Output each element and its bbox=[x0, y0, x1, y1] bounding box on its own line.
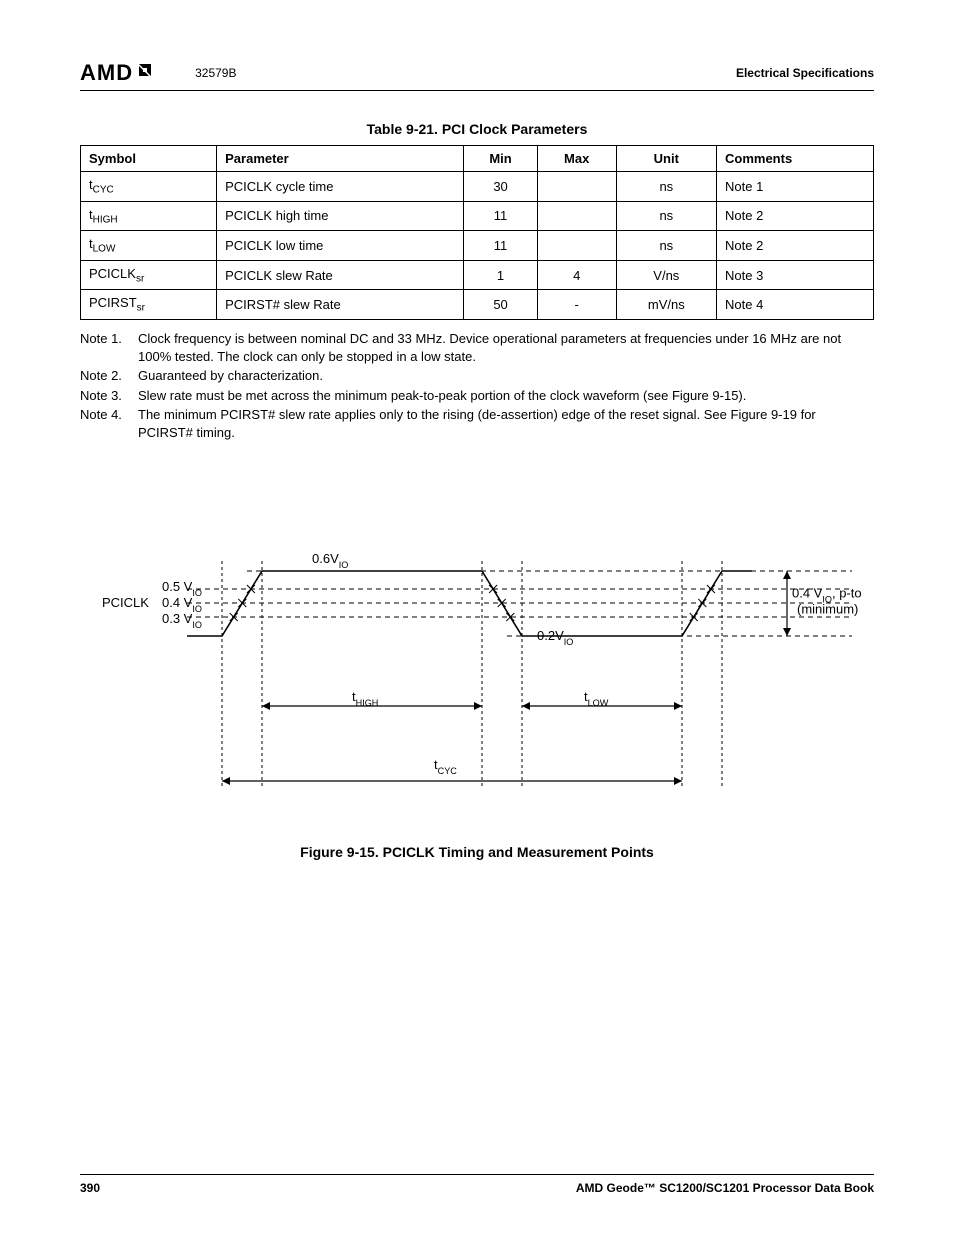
svg-text:tHIGH: tHIGH bbox=[352, 689, 378, 708]
cell bbox=[537, 231, 616, 261]
table-row: tLOW PCICLK low time 11 ns Note 2 bbox=[81, 231, 874, 261]
svg-text:PCICLK: PCICLK bbox=[102, 595, 149, 610]
col-min: Min bbox=[464, 146, 537, 172]
cell: Note 1 bbox=[717, 172, 874, 202]
svg-text:tLOW: tLOW bbox=[584, 689, 609, 708]
cell: Note 3 bbox=[717, 260, 874, 290]
amd-logo: AMD bbox=[80, 60, 155, 86]
section-title: Electrical Specifications bbox=[736, 66, 874, 80]
svg-text:0.2VIO: 0.2VIO bbox=[537, 628, 573, 647]
col-parameter: Parameter bbox=[217, 146, 464, 172]
note-row: Note 3. Slew rate must be met across the… bbox=[80, 387, 874, 405]
note-row: Note 1. Clock frequency is between nomin… bbox=[80, 330, 874, 365]
cell: PCIRST# slew Rate bbox=[217, 290, 464, 320]
cell: ns bbox=[616, 231, 716, 261]
cell: Note 2 bbox=[717, 201, 874, 231]
note-text: Clock frequency is between nominal DC an… bbox=[138, 330, 874, 365]
table-row: PCIRSTsr PCIRST# slew Rate 50 - mV/ns No… bbox=[81, 290, 874, 320]
note-text: Slew rate must be met across the minimum… bbox=[138, 387, 874, 405]
cell: CYC bbox=[93, 185, 114, 196]
cell: Note 2 bbox=[717, 231, 874, 261]
cell: HIGH bbox=[93, 214, 118, 225]
note-label: Note 4. bbox=[80, 406, 138, 441]
cell: PCICLK high time bbox=[217, 201, 464, 231]
pciclk-timing-diagram: PCICLK0.5 VIO0.4 VIO0.3 VIO0.6VIO0.2VIO0… bbox=[92, 541, 862, 821]
note-text: The minimum PCIRST# slew rate applies on… bbox=[138, 406, 874, 441]
notes-block: Note 1. Clock frequency is between nomin… bbox=[80, 330, 874, 441]
page-number: 390 bbox=[80, 1181, 100, 1195]
amd-logo-text: AMD bbox=[80, 60, 133, 86]
cell: sr bbox=[136, 273, 144, 284]
svg-text:(minimum): (minimum) bbox=[797, 602, 858, 617]
note-label: Note 2. bbox=[80, 367, 138, 385]
table-row: tHIGH PCICLK high time 11 ns Note 2 bbox=[81, 201, 874, 231]
cell: 11 bbox=[464, 201, 537, 231]
cell: PCICLK cycle time bbox=[217, 172, 464, 202]
table-row: PCICLKsr PCICLK slew Rate 1 4 V/ns Note … bbox=[81, 260, 874, 290]
col-unit: Unit bbox=[616, 146, 716, 172]
book-title: AMD Geode™ SC1200/SC1201 Processor Data … bbox=[576, 1181, 874, 1195]
cell bbox=[537, 172, 616, 202]
page-footer: 390 AMD Geode™ SC1200/SC1201 Processor D… bbox=[80, 1174, 874, 1195]
cell: V/ns bbox=[616, 260, 716, 290]
cell: - bbox=[537, 290, 616, 320]
figure-caption: Figure 9-15. PCICLK Timing and Measureme… bbox=[80, 844, 874, 860]
cell: mV/ns bbox=[616, 290, 716, 320]
note-text: Guaranteed by characterization. bbox=[138, 367, 874, 385]
page-header: AMD 32579B Electrical Specifications bbox=[80, 60, 874, 91]
cell: 11 bbox=[464, 231, 537, 261]
note-label: Note 3. bbox=[80, 387, 138, 405]
note-row: Note 4. The minimum PCIRST# slew rate ap… bbox=[80, 406, 874, 441]
cell: Note 4 bbox=[717, 290, 874, 320]
col-comments: Comments bbox=[717, 146, 874, 172]
cell: PCIRST bbox=[89, 295, 137, 310]
cell: 1 bbox=[464, 260, 537, 290]
col-max: Max bbox=[537, 146, 616, 172]
note-row: Note 2. Guaranteed by characterization. bbox=[80, 367, 874, 385]
cell bbox=[537, 201, 616, 231]
cell: 4 bbox=[537, 260, 616, 290]
cell: 30 bbox=[464, 172, 537, 202]
cell: ns bbox=[616, 201, 716, 231]
cell: 50 bbox=[464, 290, 537, 320]
cell: PCICLK bbox=[89, 266, 136, 281]
table-title: Table 9-21. PCI Clock Parameters bbox=[80, 121, 874, 137]
note-label: Note 1. bbox=[80, 330, 138, 365]
svg-text:tCYC: tCYC bbox=[434, 757, 457, 776]
pci-clock-parameters-table: Symbol Parameter Min Max Unit Comments t… bbox=[80, 145, 874, 320]
col-symbol: Symbol bbox=[81, 146, 217, 172]
cell: PCICLK low time bbox=[217, 231, 464, 261]
doc-code: 32579B bbox=[195, 66, 236, 80]
svg-text:0.6VIO: 0.6VIO bbox=[312, 551, 348, 570]
figure-9-15: PCICLK0.5 VIO0.4 VIO0.3 VIO0.6VIO0.2VIO0… bbox=[80, 541, 874, 860]
cell: ns bbox=[616, 172, 716, 202]
cell: LOW bbox=[93, 244, 116, 255]
amd-arrow-icon bbox=[135, 60, 155, 86]
cell: sr bbox=[137, 303, 145, 314]
table-row: tCYC PCICLK cycle time 30 ns Note 1 bbox=[81, 172, 874, 202]
cell: PCICLK slew Rate bbox=[217, 260, 464, 290]
